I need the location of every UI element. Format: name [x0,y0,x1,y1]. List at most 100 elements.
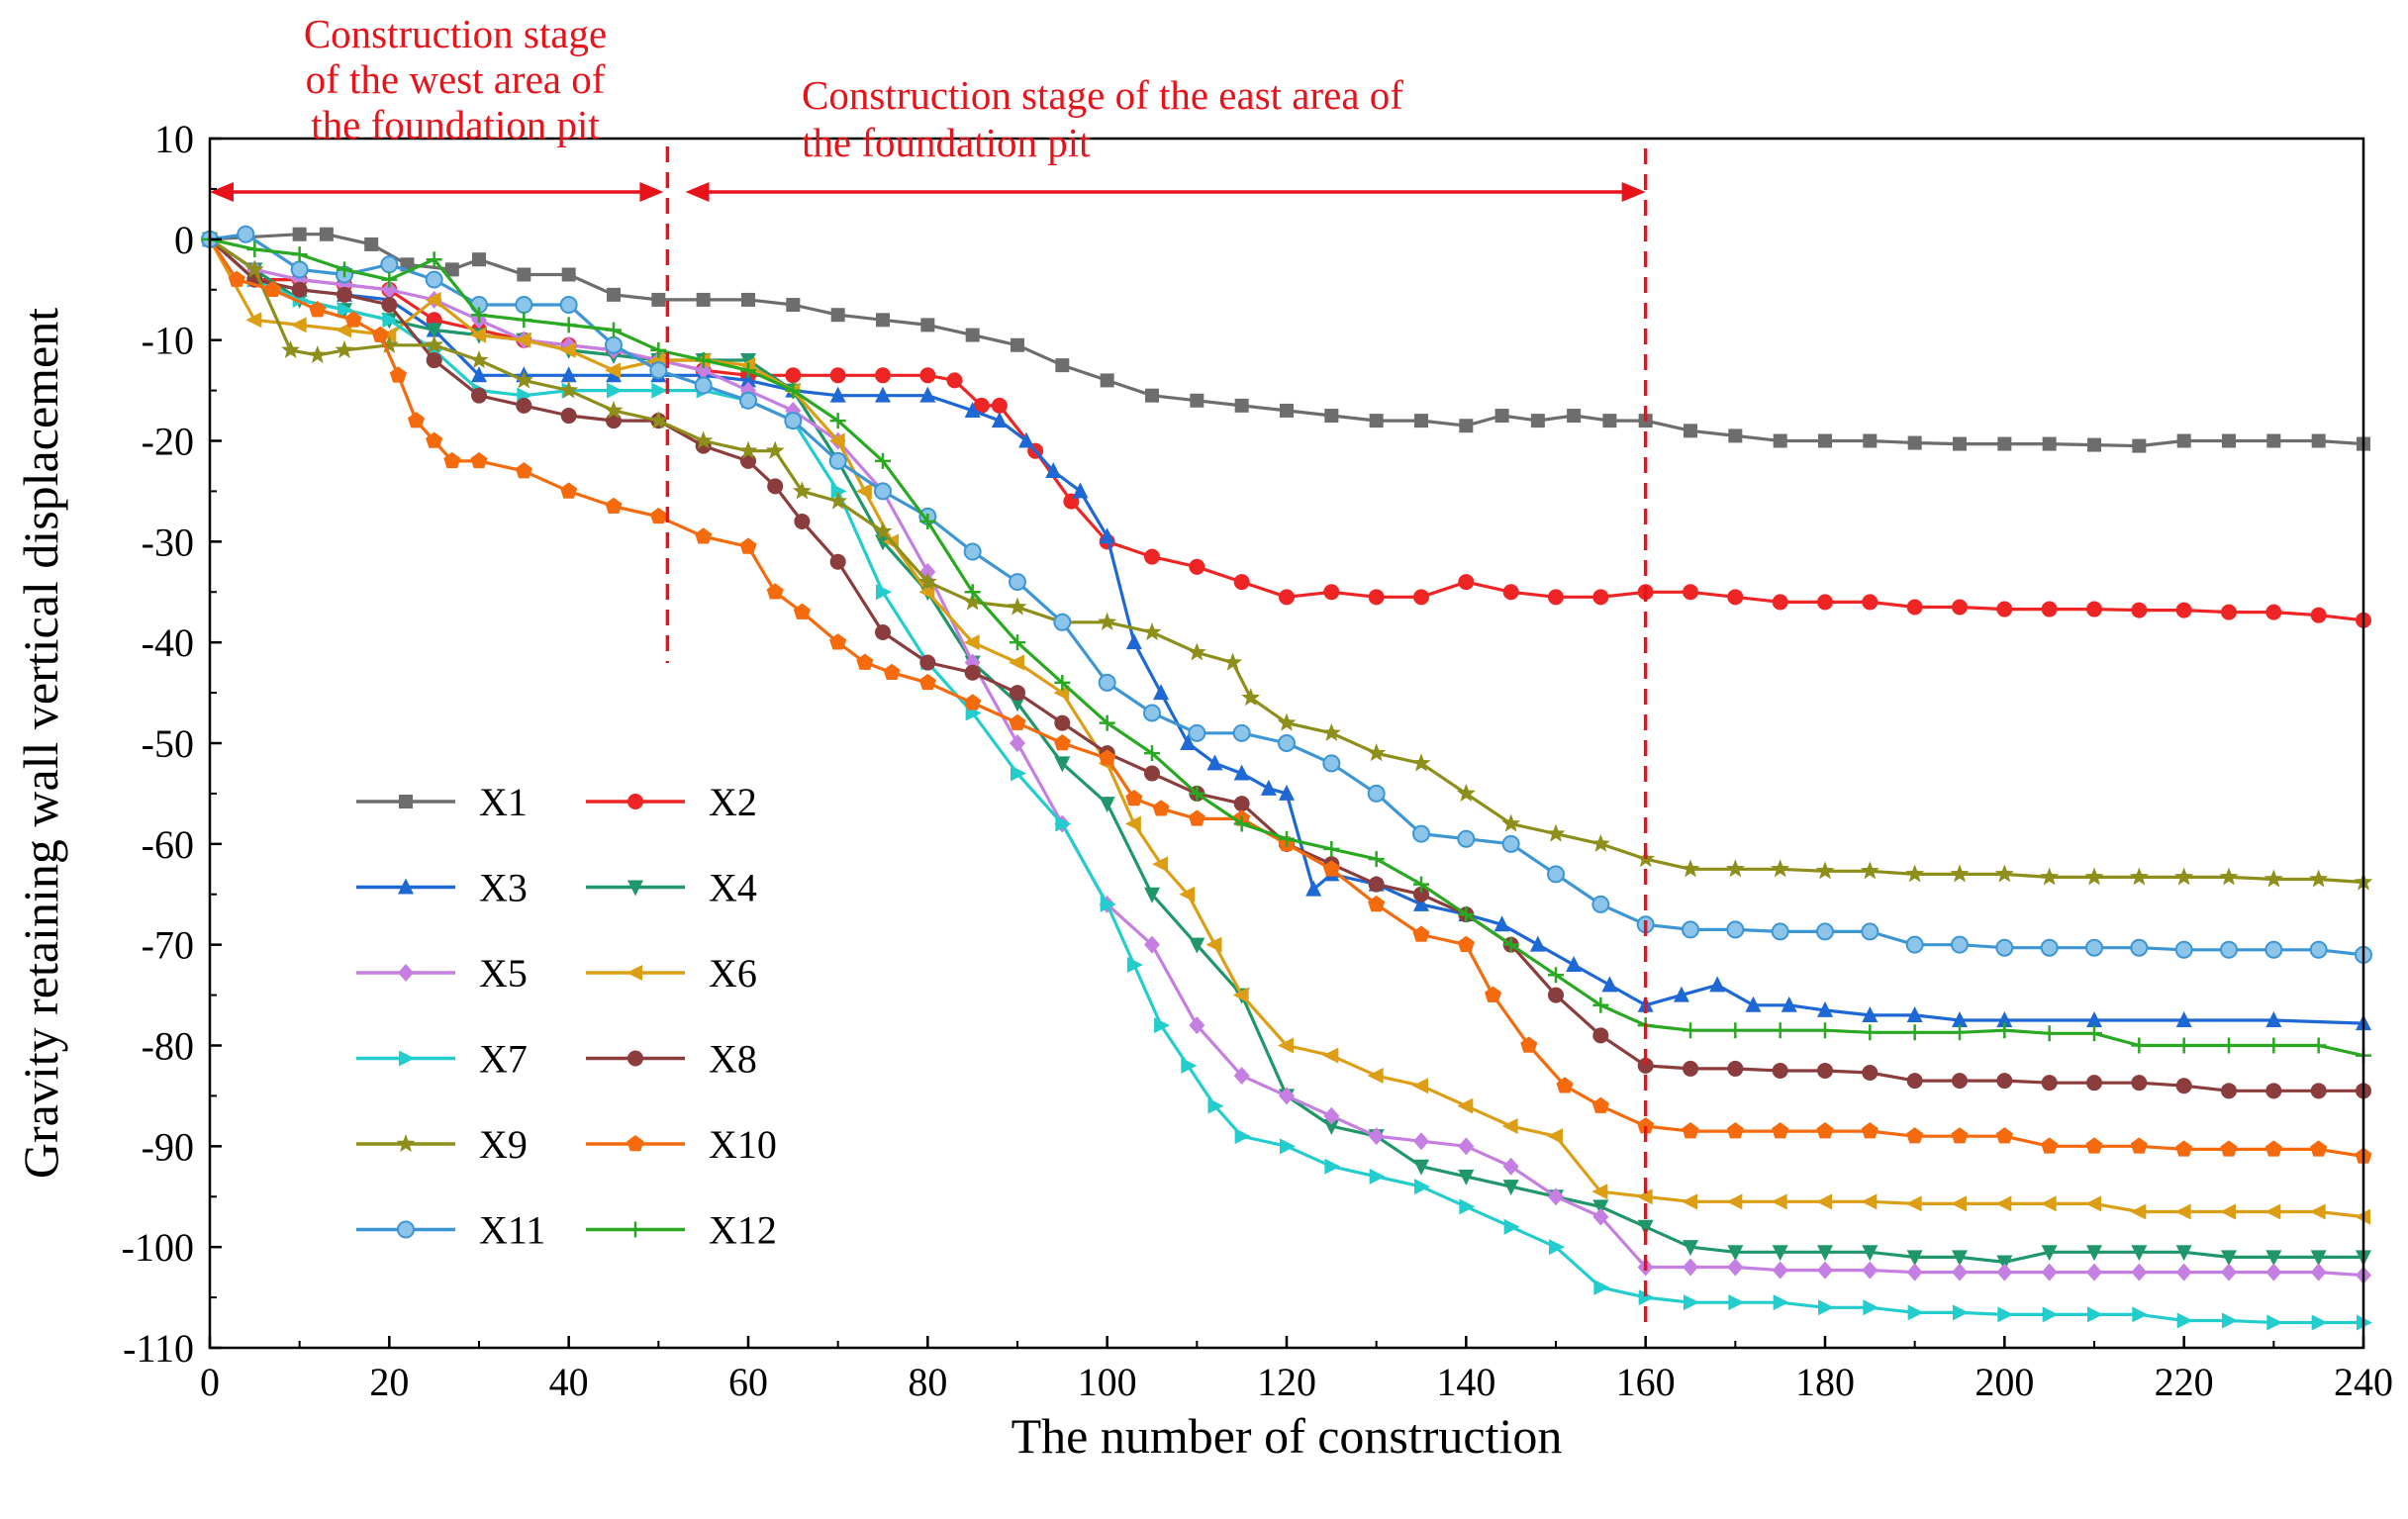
data-point-x8 [1952,1073,1968,1090]
data-point-x11 [1232,723,1251,742]
data-point-x1 [1459,419,1474,433]
y-tick-label: -90 [142,1124,194,1169]
data-point-x7 [1234,1128,1251,1145]
data-point-x3 [1099,527,1115,544]
data-point-x10 [1053,734,1071,751]
data-point-x10 [2310,1140,2328,1157]
data-point-x10 [1682,1122,1699,1139]
legend-marker [626,965,642,981]
data-point-x5 [1502,1157,1519,1176]
legend-label: X2 [709,780,757,824]
data-point-x10 [1816,1122,1834,1139]
data-point-x6 [290,317,307,333]
data-point-x2 [829,367,846,384]
data-point-x6 [1278,1037,1294,1054]
data-point-x6 [855,483,872,500]
data-point-x11 [2130,938,2149,957]
data-point-x9 [2219,867,2239,886]
data-point-x11 [237,225,255,243]
data-point-x10 [1951,1127,1969,1144]
data-point-x11 [1009,573,1026,592]
data-point-x9 [2264,869,2283,888]
data-point-x7 [1863,1299,1879,1316]
data-point-x2 [2175,602,2192,618]
data-point-x9 [792,481,812,500]
data-point-x1 [517,267,531,282]
data-point-x9 [1142,621,1162,641]
data-point-x6 [1232,987,1249,1003]
data-point-x10 [739,537,757,554]
data-point-x7 [1549,1239,1565,1256]
annotation-line: the foundation pit [311,102,600,147]
data-point-x11 [1278,734,1296,752]
data-point-x11 [694,376,713,395]
y-tick-label: -10 [142,319,194,363]
x-tick-label: 60 [728,1360,768,1404]
legend-label: X5 [479,951,528,996]
data-point-x6 [1682,1193,1697,1210]
data-point-x1 [741,292,755,307]
data-point-x1 [830,308,845,323]
data-point-x6 [605,362,621,379]
data-point-x1 [1602,414,1617,428]
data-point-x12 [2310,1037,2327,1054]
data-point-x12 [2265,1037,2282,1054]
data-point-x11 [2309,940,2328,959]
data-point-x8 [606,413,622,429]
data-point-x7 [2176,1312,2193,1329]
data-point-x7 [2042,1306,2059,1323]
data-point-x7 [830,483,847,500]
data-point-x6 [1726,1193,1743,1210]
data-point-x8 [1054,714,1071,731]
data-point-x12 [1368,851,1385,868]
x-tick-label: 20 [369,1360,409,1404]
x-tick-label: 0 [200,1360,220,1404]
y-tick-label: 0 [174,218,194,262]
data-point-x1 [1280,403,1294,418]
data-point-x11 [290,260,309,279]
data-point-x8 [1413,886,1429,902]
data-point-x12 [1592,997,1609,1013]
data-point-x9 [604,400,624,420]
legend-marker [627,880,643,897]
data-point-x9 [308,344,328,364]
x-axis-title: The number of construction [1011,1408,1563,1464]
data-point-x11 [1591,895,1610,913]
data-point-x2 [2131,602,2148,618]
data-point-x11 [515,296,533,315]
data-point-x9 [1681,859,1700,878]
data-point-x1 [2132,438,2147,453]
data-point-x8 [1368,876,1385,893]
data-point-x6 [1547,1128,1563,1145]
data-point-x12 [426,251,442,268]
data-point-x3 [1709,976,1726,993]
y-axis-title: Gravity retaining wall vertical displace… [13,308,68,1179]
legend: X1 X2 X3 X4 X5 X6 X7 X8 X9 X10 X11 X12 [356,780,777,1253]
series-x3 [202,230,2371,1031]
data-point-x2 [1502,584,1519,601]
data-point-x6 [336,322,351,338]
data-point-x8 [1233,796,1250,812]
data-point-x12 [1817,1022,1833,1039]
data-point-x8 [1144,765,1160,782]
data-point-x1 [1863,433,1878,448]
data-point-x1 [1100,373,1114,388]
data-point-x1 [1145,388,1159,403]
data-point-x10 [1322,860,1340,877]
legend-item-x10: X10 [586,1122,777,1167]
data-point-x12 [1548,967,1564,984]
y-tick-label: 10 [154,117,194,161]
data-point-x2 [1683,584,1698,601]
data-point-x11 [1995,938,2014,957]
series-x12 [202,231,2371,1064]
data-point-x9 [2129,867,2149,886]
data-point-x2 [1727,589,1744,606]
data-point-x7 [1324,1158,1341,1175]
data-point-x12 [291,246,308,263]
data-point-x10 [560,482,578,499]
data-point-x12 [560,317,577,333]
legend-label: X12 [709,1208,777,1253]
data-point-x10 [443,451,461,469]
data-point-x2 [2310,607,2327,623]
